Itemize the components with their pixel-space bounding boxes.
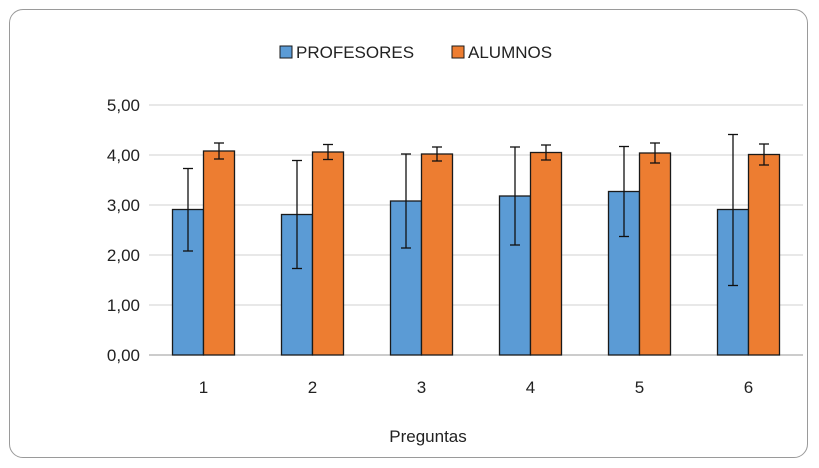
legend: PROFESORES ALUMNOS bbox=[279, 43, 552, 62]
legend-swatch bbox=[451, 45, 465, 59]
error-bar bbox=[432, 146, 442, 162]
error-bar bbox=[728, 133, 738, 287]
y-tick-label: 1,00 bbox=[107, 296, 140, 315]
legend-label: PROFESORES bbox=[296, 43, 414, 62]
y-tick-label: 3,00 bbox=[107, 196, 140, 215]
error-bar bbox=[183, 167, 193, 252]
error-bar bbox=[650, 142, 660, 164]
x-tick-label: 5 bbox=[635, 378, 644, 397]
x-axis-ticks: 1 2 3 4 5 6 bbox=[199, 378, 753, 397]
error-bar bbox=[759, 143, 769, 166]
error-bar bbox=[541, 144, 551, 161]
y-tick-label: 2,00 bbox=[107, 246, 140, 265]
error-bar bbox=[510, 146, 520, 246]
bar-alumnos-1 bbox=[202, 150, 236, 356]
y-tick-label: 4,00 bbox=[107, 146, 140, 165]
x-tick-label: 4 bbox=[526, 378, 535, 397]
error-bar bbox=[292, 159, 302, 270]
bar-alumnos-3 bbox=[420, 153, 454, 356]
bar-alumnos-4 bbox=[529, 151, 563, 356]
y-tick-label: 0,00 bbox=[107, 346, 140, 365]
y-tick-label: 5,00 bbox=[107, 96, 140, 115]
error-bar bbox=[214, 142, 224, 160]
bars bbox=[171, 150, 781, 356]
x-tick-label: 1 bbox=[199, 378, 208, 397]
bar-alumnos-5 bbox=[638, 152, 672, 356]
bar-alumnos-6 bbox=[747, 153, 781, 356]
x-tick-label: 6 bbox=[744, 378, 753, 397]
legend-item-alumnos: ALUMNOS bbox=[451, 43, 552, 62]
x-tick-label: 2 bbox=[308, 378, 317, 397]
gridlines bbox=[149, 104, 803, 356]
error-bar bbox=[323, 143, 333, 161]
x-axis-label: Preguntas bbox=[389, 427, 467, 446]
error-bar bbox=[619, 145, 629, 238]
legend-label: ALUMNOS bbox=[468, 43, 552, 62]
legend-swatch bbox=[279, 45, 293, 59]
error-bars bbox=[183, 133, 769, 287]
bar-alumnos-2 bbox=[311, 151, 345, 356]
y-axis-ticks: 0,00 1,00 2,00 3,00 4,00 5,00 bbox=[107, 96, 140, 365]
error-bar bbox=[401, 153, 411, 249]
x-tick-label: 3 bbox=[417, 378, 426, 397]
legend-item-profesores: PROFESORES bbox=[279, 43, 414, 62]
